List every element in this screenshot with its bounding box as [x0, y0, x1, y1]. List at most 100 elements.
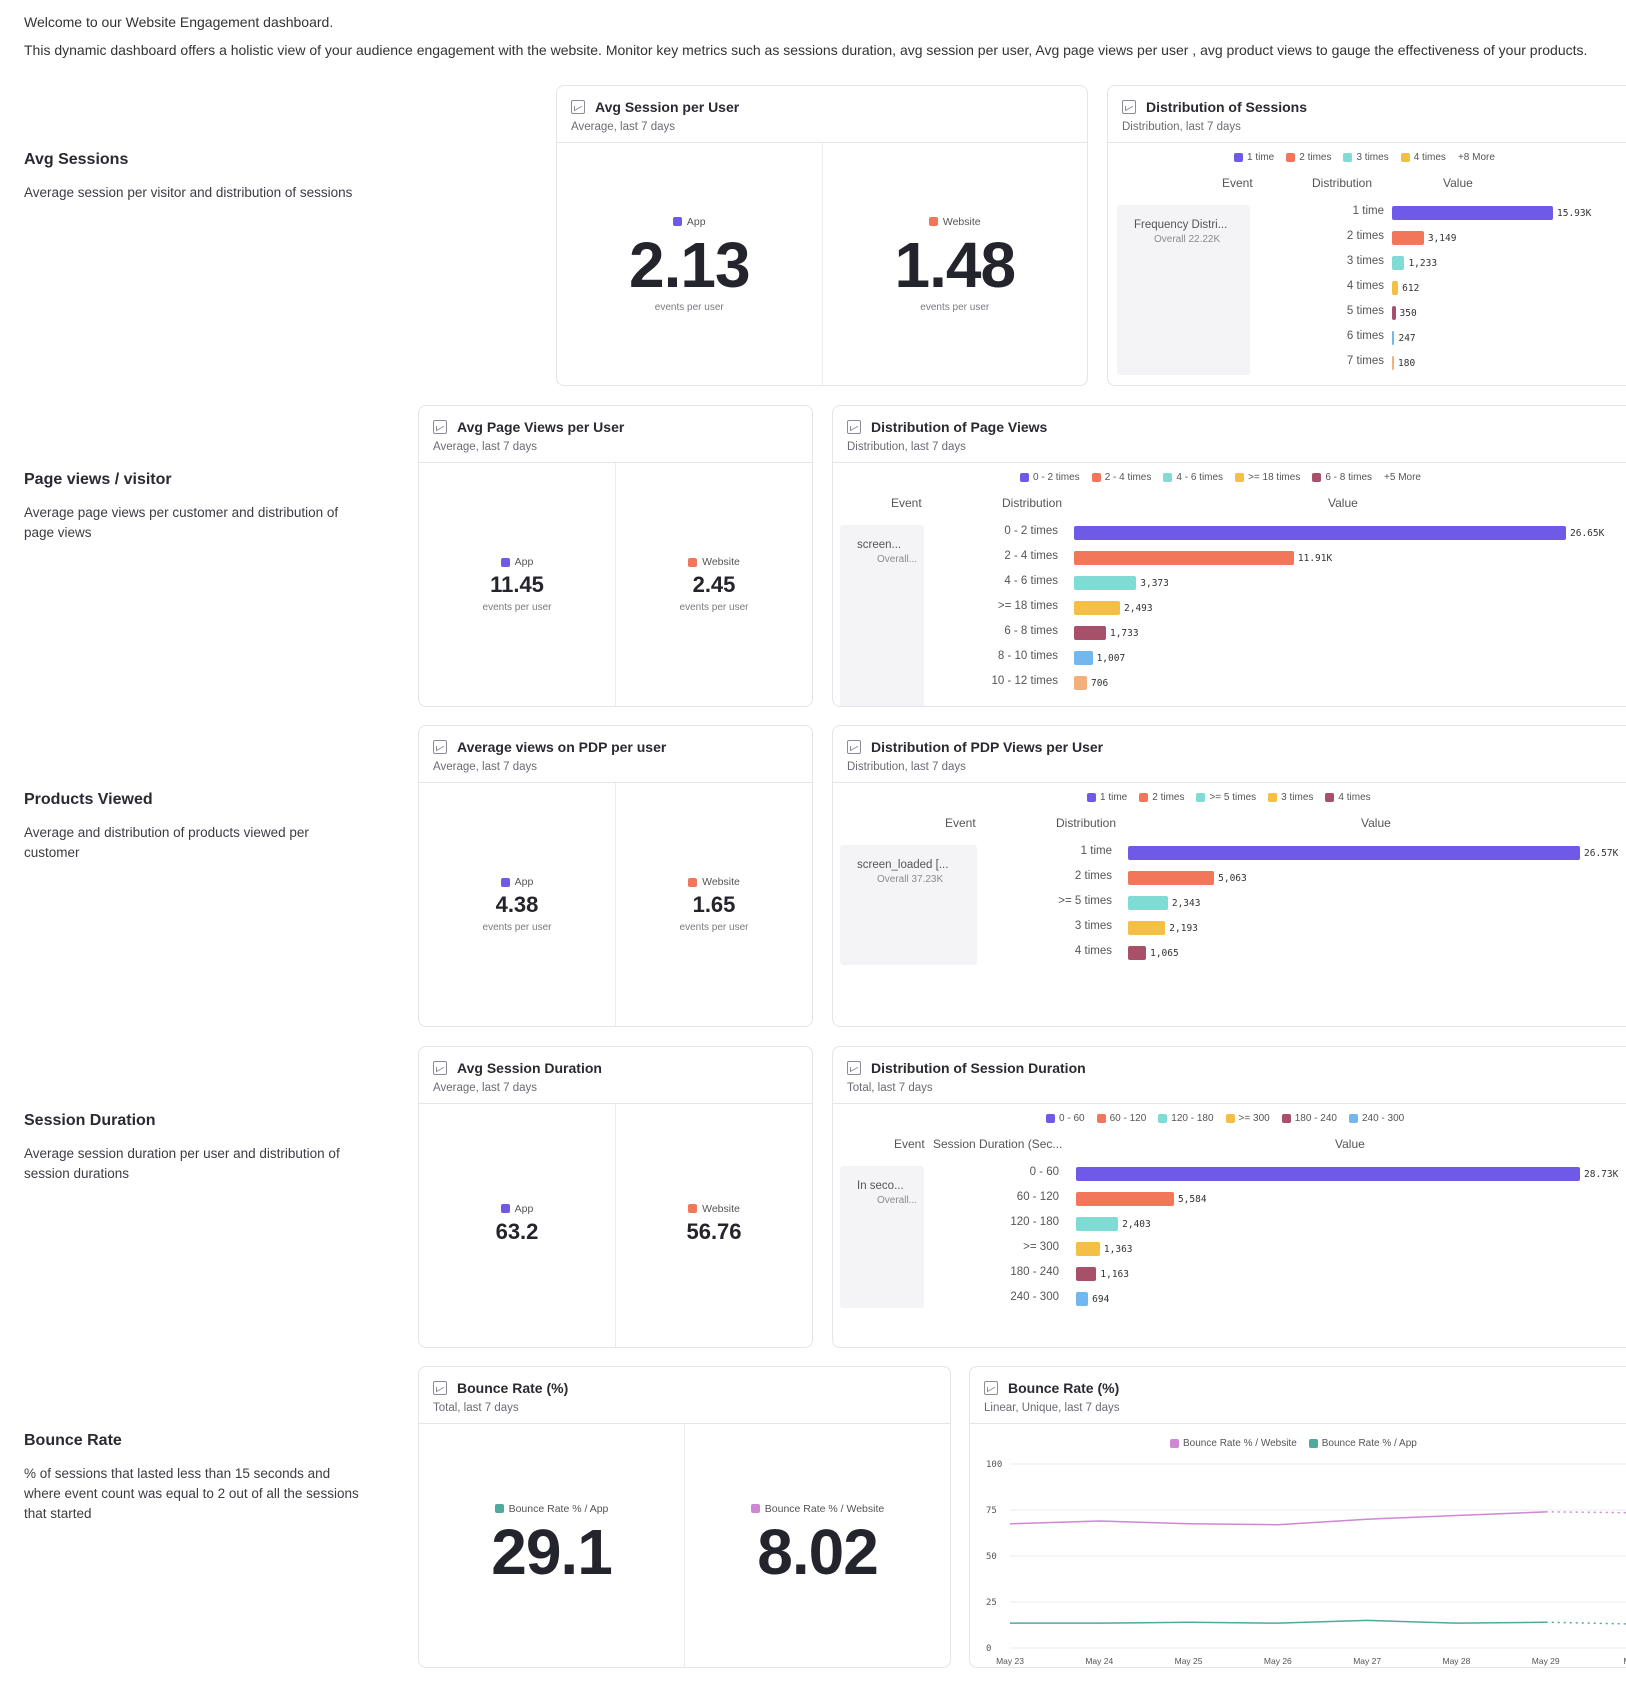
column-header-value[interactable]: Value	[1328, 496, 1358, 510]
column-header-value[interactable]: Value	[1443, 176, 1473, 190]
legend-item[interactable]: >= 300	[1225, 1113, 1270, 1124]
legend-label: 0 - 60	[1059, 1113, 1085, 1124]
distribution-bar[interactable]	[1128, 946, 1147, 960]
card-title[interactable]: Avg Session Duration	[457, 1060, 602, 1076]
distribution-bar[interactable]	[1392, 281, 1399, 295]
metric-card-avg-session[interactable]: Avg Session per User Average, last 7 day…	[556, 85, 1088, 386]
line-chart-card-bounce-rate[interactable]: Bounce Rate (%) Linear, Unique, last 7 d…	[969, 1366, 1626, 1668]
legend-swatch	[750, 1504, 760, 1513]
legend-item[interactable]: 2 - 4 times	[1091, 472, 1151, 483]
metric-card-session-duration[interactable]: Avg Session Duration Average, last 7 day…	[418, 1046, 813, 1348]
column-header-event[interactable]: Event	[1222, 176, 1253, 190]
distribution-bar[interactable]	[1076, 1167, 1580, 1181]
legend-item[interactable]: 4 - 6 times	[1163, 472, 1223, 483]
distribution-bar[interactable]	[1392, 306, 1396, 320]
legend-item[interactable]: 2 times	[1286, 152, 1331, 163]
distribution-bar[interactable]	[1128, 846, 1580, 860]
dist-card-page-views[interactable]: Distribution of Page Views Distribution,…	[832, 405, 1626, 707]
column-header-value[interactable]: Value	[1335, 1137, 1365, 1151]
event-overall: Overall 22.22K	[1154, 234, 1221, 245]
distribution-bar[interactable]	[1128, 921, 1166, 935]
legend-item[interactable]: 240 - 300	[1348, 1113, 1404, 1124]
column-header-distribution[interactable]: Distribution	[1002, 496, 1063, 510]
legend-item[interactable]: 180 - 240	[1281, 1113, 1337, 1124]
distribution-bar[interactable]	[1076, 1242, 1100, 1256]
legend-more-button[interactable]: +8 More	[1457, 152, 1495, 163]
distribution-bar[interactable]	[1392, 356, 1394, 370]
distribution-bar[interactable]	[1076, 1192, 1174, 1206]
event-cell[interactable]: screen... Overall...	[840, 525, 924, 706]
metric-app: App 63.2	[419, 1104, 615, 1347]
metric-card-page-views[interactable]: Avg Page Views per User Average, last 7 …	[418, 405, 813, 707]
legend-more-button[interactable]: +5 More	[1384, 472, 1421, 483]
legend-item[interactable]: 3 times	[1343, 152, 1389, 163]
distribution-bar[interactable]	[1074, 551, 1294, 565]
legend-item[interactable]: 6 - 8 times	[1312, 472, 1372, 483]
card-subtitle: Linear, Unique, last 7 days	[984, 1402, 1120, 1414]
distribution-bar[interactable]	[1076, 1267, 1097, 1281]
column-header-event[interactable]: Event	[894, 1137, 925, 1151]
legend-item-app[interactable]: Bounce Rate % / App	[1308, 1438, 1417, 1449]
card-title[interactable]: Bounce Rate (%)	[457, 1380, 569, 1396]
event-cell[interactable]: screen_loaded [... Overall 37.23K	[840, 845, 977, 965]
distribution-bar[interactable]	[1074, 601, 1121, 615]
event-name: Frequency Distri...	[1134, 219, 1228, 231]
legend-item[interactable]: 1 time	[1087, 792, 1127, 803]
distribution-bar[interactable]	[1074, 676, 1088, 690]
card-title[interactable]: Distribution of Session Duration	[871, 1060, 1086, 1076]
legend-item[interactable]: >= 5 times	[1196, 792, 1256, 803]
distribution-bar[interactable]	[1392, 206, 1553, 220]
legend-item[interactable]: >= 18 times	[1235, 472, 1300, 483]
column-header-event[interactable]: Event	[945, 816, 976, 830]
card-title[interactable]: Avg Page Views per User	[457, 419, 625, 435]
column-header-value[interactable]: Value	[1361, 816, 1391, 830]
section-session-duration: Session Duration Average session duratio…	[24, 1112, 364, 1184]
legend-item[interactable]: 0 - 2 times	[1020, 472, 1080, 483]
distribution-bar[interactable]	[1074, 576, 1137, 590]
column-header-distribution[interactable]: Distribution	[1056, 816, 1117, 830]
card-title[interactable]: Average views on PDP per user	[457, 739, 667, 755]
legend-item[interactable]: 4 times	[1400, 152, 1446, 163]
dist-card-sessions[interactable]: Distribution of Sessions Distribution, l…	[1107, 85, 1626, 386]
card-title[interactable]: Bounce Rate (%)	[1008, 1380, 1120, 1396]
card-title[interactable]: Distribution of PDP Views per User	[871, 739, 1104, 755]
column-header-distribution[interactable]: Distribution	[1312, 176, 1373, 190]
distribution-bar[interactable]	[1128, 871, 1215, 885]
metric-card-pdp-views[interactable]: Average views on PDP per user Average, l…	[418, 725, 813, 1027]
card-title[interactable]: Avg Session per User	[595, 99, 740, 115]
legend-item[interactable]: 120 - 180	[1158, 1113, 1214, 1124]
legend-item[interactable]: 4 times	[1325, 792, 1371, 803]
legend-item[interactable]: 0 - 60	[1046, 1113, 1085, 1124]
metric-unit: events per user	[482, 922, 552, 933]
legend-item[interactable]: 3 times	[1268, 792, 1313, 803]
distribution-bar[interactable]	[1392, 331, 1395, 345]
legend-swatch	[688, 877, 698, 887]
card-title[interactable]: Distribution of Sessions	[1146, 99, 1308, 115]
legend-item[interactable]: 1 time	[1234, 152, 1274, 163]
distribution-bar[interactable]	[1074, 626, 1106, 640]
distribution-bar[interactable]	[1392, 231, 1424, 245]
legend-label: 120 - 180	[1171, 1113, 1214, 1124]
legend-item[interactable]: 60 - 120	[1096, 1113, 1146, 1124]
distribution-bar[interactable]	[1392, 256, 1405, 270]
metric-card-bounce-rate[interactable]: Bounce Rate (%) Total, last 7 days Bounc…	[418, 1366, 951, 1668]
card-subtitle: Average, last 7 days	[433, 761, 537, 773]
row-label: 4 times	[1074, 945, 1112, 957]
distribution-bar[interactable]	[1074, 526, 1566, 540]
card-title[interactable]: Distribution of Page Views	[871, 419, 1048, 435]
event-cell[interactable]: Frequency Distri... Overall 22.22K	[1117, 205, 1250, 375]
dist-card-session-duration[interactable]: Distribution of Session Duration Total, …	[832, 1046, 1626, 1348]
distribution-bar[interactable]	[1074, 651, 1093, 665]
series-line-app	[1010, 1619, 1546, 1624]
y-tick-label: 25	[986, 1598, 997, 1608]
distribution-bar[interactable]	[1076, 1217, 1119, 1231]
distribution-bar[interactable]	[1076, 1292, 1089, 1306]
column-header-distribution[interactable]: Session Duration (Sec...	[933, 1137, 1063, 1151]
event-cell[interactable]: In seco... Overall...	[840, 1166, 924, 1308]
dist-card-pdp-views[interactable]: Distribution of PDP Views per User Distr…	[832, 725, 1626, 1027]
legend-item-website[interactable]: Bounce Rate % / Website	[1170, 1438, 1297, 1449]
x-tick-label: May 28	[1442, 1656, 1470, 1666]
legend-item[interactable]: 2 times	[1139, 792, 1184, 803]
distribution-bar[interactable]	[1128, 896, 1168, 910]
column-header-event[interactable]: Event	[891, 496, 922, 510]
